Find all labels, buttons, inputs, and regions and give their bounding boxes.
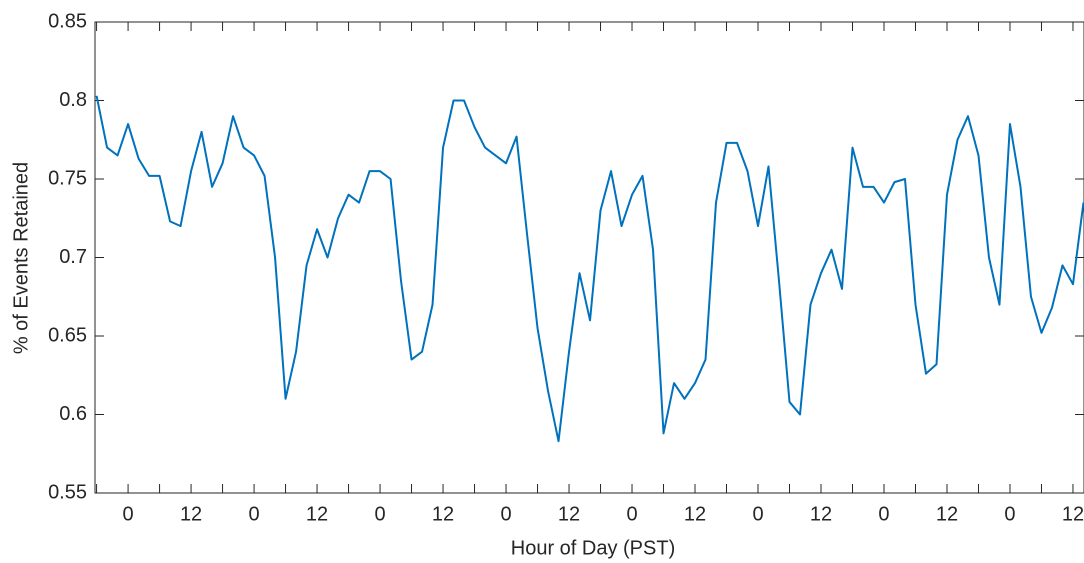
x-tick-label: 0	[1004, 503, 1015, 525]
x-tick-label: 0	[123, 503, 134, 525]
y-axis-title: % of Events Retained	[10, 162, 32, 354]
x-tick-label: 12	[180, 503, 202, 525]
x-tick-label: 12	[306, 503, 328, 525]
y-tick-label: 0.65	[48, 324, 87, 346]
plot-frame	[94, 21, 1084, 494]
y-tick-label: 0.8	[59, 89, 87, 111]
x-tick-label: 12	[684, 503, 706, 525]
y-tick-label: 0.6	[59, 403, 87, 425]
y-tick-label: 0.85	[48, 10, 87, 32]
x-tick-label: 12	[432, 503, 454, 525]
x-tick-label: 0	[248, 503, 259, 525]
y-tick-label: 0.7	[59, 246, 87, 268]
x-tick-label: 0	[752, 503, 763, 525]
y-tick-label: 0.75	[48, 167, 87, 189]
x-tick-label: 12	[810, 503, 832, 525]
x-tick-label: 0	[878, 503, 889, 525]
data-line	[95, 95, 1084, 443]
x-tick-label: 12	[1062, 503, 1084, 525]
x-tick-label: 12	[558, 503, 580, 525]
x-tick-label: 0	[500, 503, 511, 525]
x-axis-title: Hour of Day (PST)	[511, 537, 675, 559]
x-tick-label: 0	[374, 503, 385, 525]
x-tick-label: 12	[936, 503, 958, 525]
x-tick-label: 0	[626, 503, 637, 525]
y-tick-label: 0.55	[48, 481, 87, 503]
